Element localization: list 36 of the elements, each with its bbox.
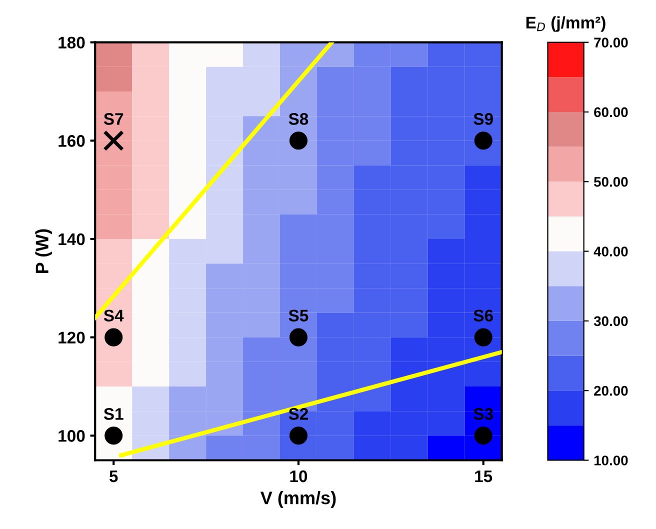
data-label: S9 [474,113,493,125]
data-label: S4 [104,310,124,322]
color-bar-label: 10.00 [594,456,628,466]
x-tick-label: 5 [109,470,118,482]
y-tick-label: 140 [58,233,85,246]
x-tick-label: 15 [475,470,492,482]
color-bar-title: E$_{D}$ (j/mm²) [526,16,606,32]
color-bar-label: 40.00 [594,246,628,256]
data-label: S3 [474,408,493,420]
data-label: S1 [104,408,124,420]
color-bar-label: 50.00 [594,176,628,187]
data-label: S5 [288,310,308,322]
y-tick-label: 120 [58,332,85,344]
y-tick-label: 100 [58,430,85,442]
color-bar-label: 20.00 [594,386,628,396]
point [103,130,124,152]
point [289,132,308,150]
x-tick-label: 10 [290,470,308,482]
y-tick-label: 180 [58,36,85,49]
y-tick-label: 160 [58,135,85,147]
point [474,328,492,346]
point [474,132,492,150]
point [289,426,308,445]
data-label: S8 [288,113,308,125]
data-label: S2 [288,408,308,420]
color-bar-label: 30.00 [594,316,628,326]
point [474,426,492,445]
point [104,426,123,445]
data-label: S6 [474,310,493,322]
color-bar-label: 70.00 [594,38,628,48]
y-axis-title: P (W) [35,229,52,273]
x-axis-title: V (mm/s) [260,491,336,508]
point [104,328,123,346]
color-bar-label: 60.00 [594,107,628,118]
point [289,328,308,346]
data-label: S7 [104,113,124,125]
